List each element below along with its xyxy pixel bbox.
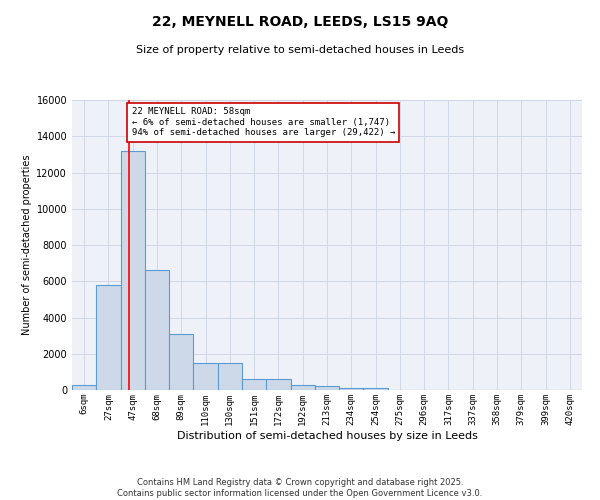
- Bar: [315, 386, 339, 390]
- Bar: [242, 379, 266, 390]
- Bar: [218, 363, 242, 390]
- Text: Size of property relative to semi-detached houses in Leeds: Size of property relative to semi-detach…: [136, 45, 464, 55]
- Bar: [72, 386, 96, 390]
- Bar: [96, 285, 121, 390]
- Text: Contains HM Land Registry data © Crown copyright and database right 2025.
Contai: Contains HM Land Registry data © Crown c…: [118, 478, 482, 498]
- Text: 22 MEYNELL ROAD: 58sqm
← 6% of semi-detached houses are smaller (1,747)
94% of s: 22 MEYNELL ROAD: 58sqm ← 6% of semi-deta…: [131, 108, 395, 137]
- Bar: [169, 334, 193, 390]
- Bar: [290, 386, 315, 390]
- X-axis label: Distribution of semi-detached houses by size in Leeds: Distribution of semi-detached houses by …: [176, 430, 478, 440]
- Y-axis label: Number of semi-detached properties: Number of semi-detached properties: [22, 155, 32, 336]
- Bar: [266, 379, 290, 390]
- Bar: [193, 363, 218, 390]
- Bar: [339, 388, 364, 390]
- Bar: [364, 388, 388, 390]
- Bar: [121, 151, 145, 390]
- Text: 22, MEYNELL ROAD, LEEDS, LS15 9AQ: 22, MEYNELL ROAD, LEEDS, LS15 9AQ: [152, 15, 448, 29]
- Bar: [145, 270, 169, 390]
